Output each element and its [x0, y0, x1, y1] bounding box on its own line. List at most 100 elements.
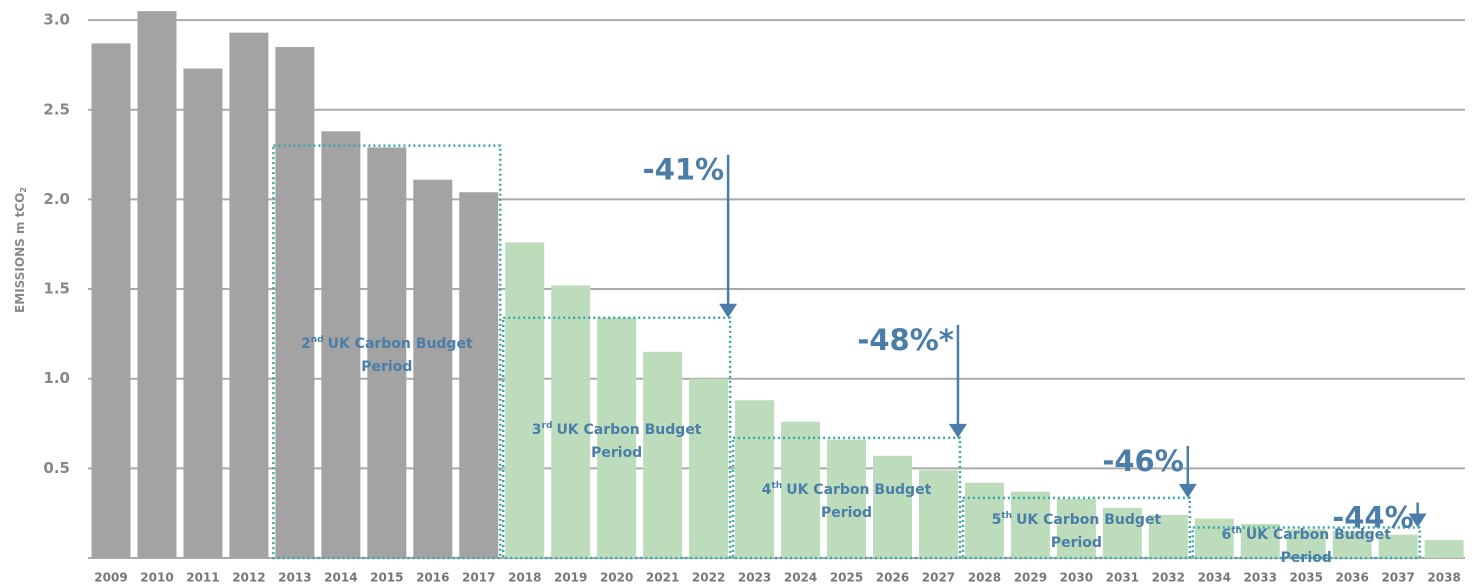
- bar: [1286, 529, 1326, 558]
- x-tick-label: 2035: [1290, 571, 1323, 585]
- bar: [551, 285, 591, 558]
- reduction-label: -44%: [1332, 501, 1413, 535]
- bar: [137, 11, 177, 558]
- x-tick-label: 2030: [1060, 571, 1093, 585]
- y-tick-label: 2.0: [43, 190, 70, 208]
- y-axis-label-text: EMISSIONS m tCO: [13, 193, 27, 313]
- bar: [1378, 534, 1418, 558]
- x-tick-label: 2024: [784, 571, 817, 585]
- budget-label-line2: Period: [591, 445, 642, 461]
- bar: [643, 351, 683, 558]
- reduction-label: -46%: [1102, 444, 1183, 478]
- bar: [735, 400, 775, 558]
- x-tick-label: 2011: [186, 571, 219, 585]
- budget-suffix: th: [1231, 525, 1242, 535]
- budget-label: 5th UK Carbon Budget: [992, 510, 1162, 528]
- x-tick-label: 2020: [600, 571, 633, 585]
- reduction-arrowhead: [719, 303, 738, 318]
- x-tick-label: 2027: [922, 571, 955, 585]
- budget-line1: UK Carbon Budget: [1016, 512, 1161, 528]
- x-tick-label: 2015: [370, 571, 403, 585]
- budget-label-line2: Period: [361, 359, 412, 375]
- bar: [597, 317, 637, 558]
- y-tick-label: 1.5: [43, 280, 70, 298]
- budget-line1: UK Carbon Budget: [1246, 527, 1391, 543]
- x-tick-label: 2028: [968, 571, 1001, 585]
- x-tick-label: 2038: [1427, 571, 1460, 585]
- x-tick-label: 2021: [646, 571, 679, 585]
- budget-number: 4: [762, 482, 772, 498]
- budget-number: 5: [992, 512, 1002, 528]
- budget-label: 2nd UK Carbon Budget: [301, 334, 473, 352]
- y-axis-label-sub: 2: [19, 187, 28, 193]
- budget-box: [961, 496, 1192, 560]
- reduction-arrowhead: [948, 423, 967, 438]
- budget-number: 6: [1221, 527, 1231, 543]
- budget-line1: UK Carbon Budget: [786, 482, 931, 498]
- bar: [1194, 518, 1234, 558]
- x-tick-label: 2014: [324, 571, 357, 585]
- x-tick-label: 2031: [1106, 571, 1139, 585]
- bar: [1010, 491, 1050, 558]
- bar: [321, 131, 361, 559]
- budget-suffix: th: [771, 480, 782, 490]
- bar: [781, 421, 821, 558]
- bar: [1056, 498, 1096, 558]
- bar: [1424, 540, 1464, 558]
- bar: [1102, 507, 1142, 558]
- budget-line1: UK Carbon Budget: [556, 422, 701, 438]
- y-tick-label: 1.0: [43, 369, 70, 387]
- bar: [1148, 514, 1188, 558]
- budget-line1: UK Carbon Budget: [328, 336, 473, 352]
- budget-suffix: th: [1001, 510, 1012, 520]
- budget-number: 3: [532, 422, 542, 438]
- bar: [91, 43, 131, 559]
- budget-label-line2: Period: [1051, 535, 1102, 551]
- y-tick-label: 3.0: [43, 11, 70, 29]
- x-tick-label: 2019: [554, 571, 587, 585]
- bar: [413, 179, 453, 558]
- bar: [459, 192, 499, 558]
- reduction-arrowhead: [1178, 483, 1197, 498]
- budget-box: [501, 316, 732, 560]
- x-tick-label: 2033: [1244, 571, 1277, 585]
- reduction-arrowhead: [1408, 513, 1427, 528]
- x-tick-label: 2009: [94, 571, 127, 585]
- reduction-label: -48%*: [857, 323, 954, 357]
- x-tick-label: 2012: [232, 571, 265, 585]
- x-tick-label: 2036: [1335, 571, 1368, 585]
- bar: [872, 455, 912, 558]
- reduction-label: -41%: [643, 153, 724, 187]
- x-tick-label: 2017: [462, 571, 495, 585]
- x-tick-label: 2034: [1198, 571, 1231, 585]
- x-tick-label: 2016: [416, 571, 449, 585]
- x-tick-label: 2032: [1152, 571, 1185, 585]
- x-tick-label: 2025: [830, 571, 863, 585]
- bar: [1240, 523, 1280, 558]
- budget-box: [1191, 526, 1421, 560]
- bar: [229, 32, 269, 558]
- bar: [689, 378, 729, 558]
- budget-label: 4th UK Carbon Budget: [762, 480, 932, 498]
- bar: [964, 482, 1004, 558]
- x-tick-label: 2013: [278, 571, 311, 585]
- budget-suffix: rd: [542, 420, 553, 430]
- bar: [827, 439, 867, 558]
- budget-label-line2: Period: [1281, 550, 1332, 566]
- bar: [918, 470, 958, 558]
- y-tick-label: 2.5: [43, 100, 70, 118]
- x-tick-label: 2037: [1381, 571, 1414, 585]
- x-tick-label: 2023: [738, 571, 771, 585]
- budget-suffix: nd: [311, 334, 324, 344]
- budget-label-line2: Period: [821, 505, 872, 521]
- bar: [1332, 531, 1372, 558]
- bar: [367, 147, 407, 558]
- budget-label: 6th UK Carbon Budget: [1221, 525, 1391, 543]
- budget-box: [731, 436, 962, 560]
- x-tick-label: 2010: [140, 571, 173, 585]
- x-tick-label: 2029: [1014, 571, 1047, 585]
- x-tick-label: 2022: [692, 571, 725, 585]
- bar: [505, 242, 545, 558]
- bar: [183, 68, 223, 559]
